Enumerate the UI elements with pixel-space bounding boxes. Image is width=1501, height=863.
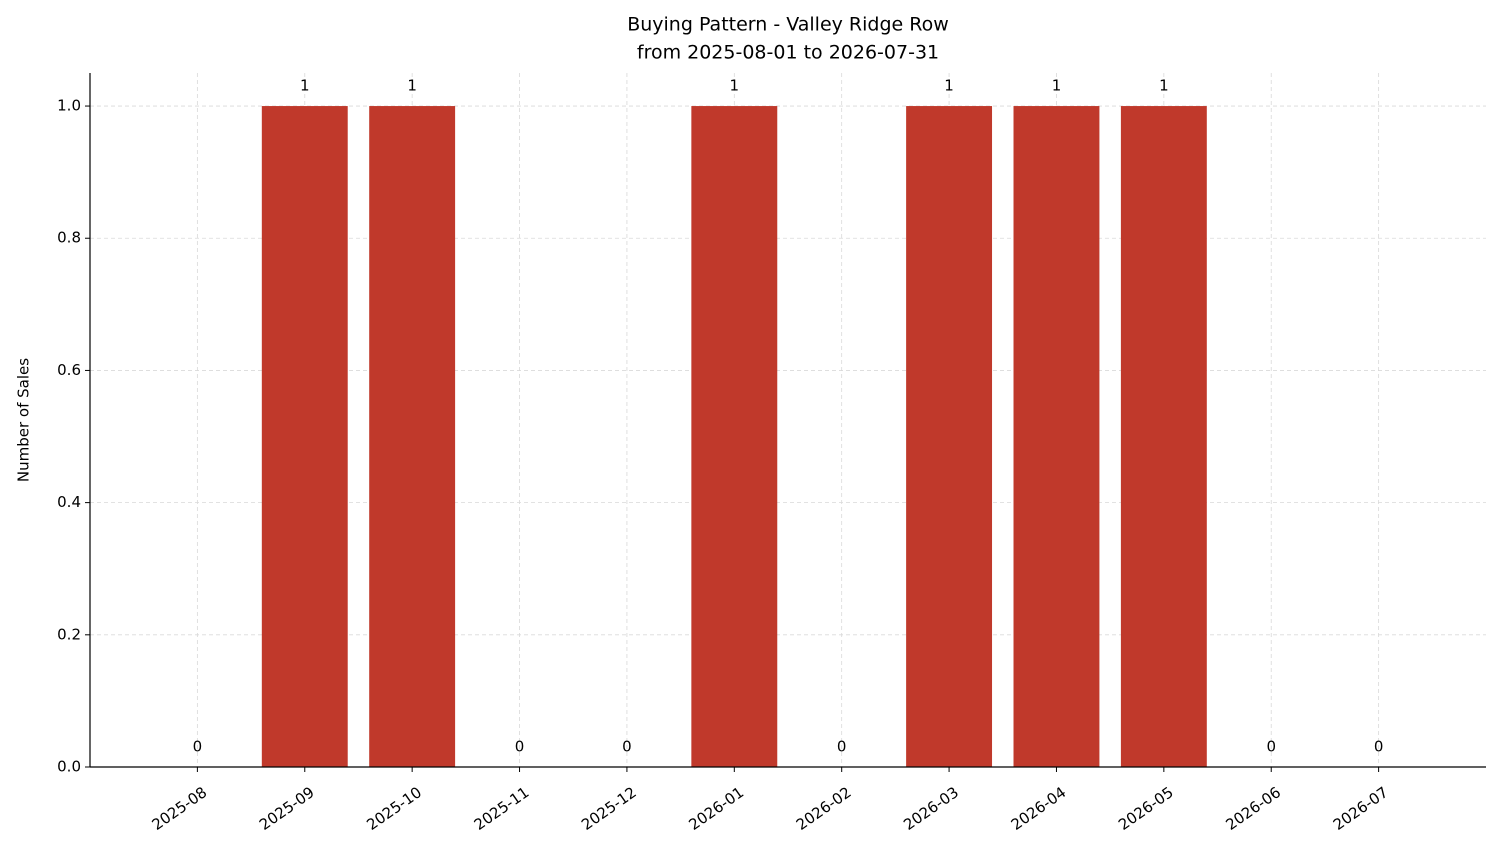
y-axis-label: Number of Sales bbox=[15, 358, 33, 482]
data-label: 0 bbox=[622, 738, 632, 756]
x-tick-label: 2025-08 bbox=[149, 783, 211, 834]
data-label: 1 bbox=[1052, 77, 1062, 95]
data-label: 0 bbox=[193, 738, 203, 756]
data-label: 0 bbox=[1374, 738, 1384, 756]
x-tick-label: 2026-07 bbox=[1330, 783, 1392, 834]
x-tick-label: 2026-03 bbox=[900, 783, 962, 834]
data-label: 1 bbox=[300, 77, 310, 95]
y-tick-label: 1.0 bbox=[57, 97, 81, 115]
y-tick-label: 0.4 bbox=[57, 493, 81, 511]
x-tick-label: 2026-01 bbox=[686, 783, 748, 834]
y-tick-label: 0.0 bbox=[57, 758, 81, 776]
data-label: 1 bbox=[407, 77, 417, 95]
bar bbox=[1120, 106, 1207, 768]
bar bbox=[691, 106, 778, 768]
data-label: 1 bbox=[730, 77, 740, 95]
data-label: 1 bbox=[1159, 77, 1169, 95]
data-label: 0 bbox=[837, 738, 847, 756]
chart-title: Buying Pattern - Valley Ridge Row bbox=[627, 14, 949, 36]
y-tick-label: 0.2 bbox=[57, 625, 81, 643]
data-label: 0 bbox=[515, 738, 525, 756]
chart-subtitle: from 2025-08-01 to 2026-07-31 bbox=[637, 42, 939, 64]
x-tick-label: 2026-04 bbox=[1008, 783, 1070, 834]
y-tick-label: 0.6 bbox=[57, 361, 81, 379]
bar bbox=[1013, 106, 1100, 768]
x-tick-label: 2025-09 bbox=[256, 783, 318, 834]
data-label: 0 bbox=[1266, 738, 1276, 756]
bar bbox=[369, 106, 456, 768]
y-tick-label: 0.8 bbox=[57, 229, 81, 247]
bar bbox=[906, 106, 993, 768]
x-tick-label: 2025-10 bbox=[363, 783, 425, 834]
x-tick-label: 2025-12 bbox=[578, 783, 640, 834]
x-tick-label: 2025-11 bbox=[471, 783, 533, 834]
x-tick-label: 2026-05 bbox=[1115, 783, 1177, 834]
x-tick-label: 2026-06 bbox=[1222, 783, 1284, 834]
x-tick-label: 2026-02 bbox=[793, 783, 855, 834]
bar bbox=[261, 106, 348, 768]
data-label: 1 bbox=[944, 77, 954, 95]
